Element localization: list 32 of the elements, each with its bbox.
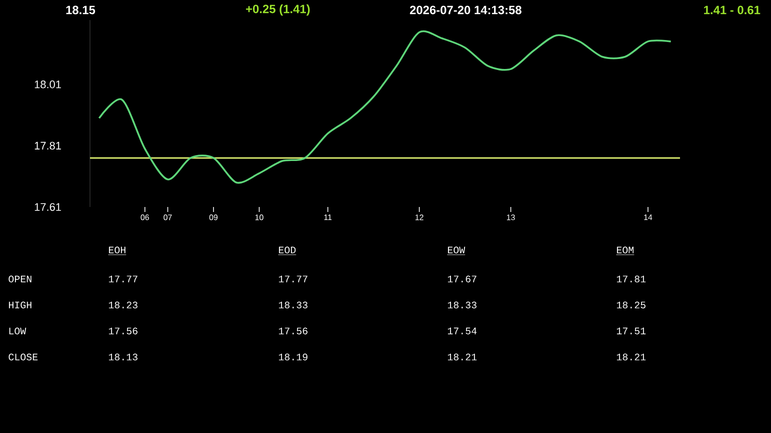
- text: 18.23: [108, 302, 138, 308]
- text: 18.25: [616, 302, 646, 308]
- text: 18.21: [616, 354, 646, 360]
- text: LOW: [9, 328, 26, 334]
- text: EOD: [278, 246, 296, 254]
- chart-title: 18.15: [66, 6, 96, 14]
- text: EOM: [616, 246, 634, 254]
- text: 17.67: [448, 276, 476, 282]
- text: 18.19: [278, 354, 308, 360]
- text: 18.13: [108, 354, 138, 360]
- text: 17.77: [278, 276, 308, 282]
- text: 17.77: [108, 276, 138, 282]
- text: 17.54: [448, 328, 477, 334]
- text: 18.21: [448, 354, 477, 360]
- text: 17.56: [278, 328, 308, 334]
- text: EOW: [448, 246, 466, 254]
- text: 17.51: [616, 328, 646, 334]
- text: EOH: [108, 246, 126, 254]
- text: 1.41 - 0.61: [704, 6, 760, 14]
- text: HIGH: [8, 302, 32, 308]
- text: 2026-07-20 14:13:58: [410, 6, 522, 14]
- text: 17.56: [108, 328, 138, 334]
- text: 18.33: [448, 302, 476, 308]
- chart-subtitle: +0.25 (1.41): [246, 4, 310, 16]
- y-tick-label: 17.81: [34, 142, 61, 150]
- text: 18.33: [278, 302, 308, 308]
- y-tick-label: 17.61: [34, 203, 61, 211]
- line-series: [98, 30, 672, 184]
- text: OPEN: [8, 276, 32, 282]
- text: 17.81: [616, 276, 646, 282]
- y-tick-label: 18.01: [34, 80, 61, 88]
- text: CLOSE: [8, 354, 38, 360]
